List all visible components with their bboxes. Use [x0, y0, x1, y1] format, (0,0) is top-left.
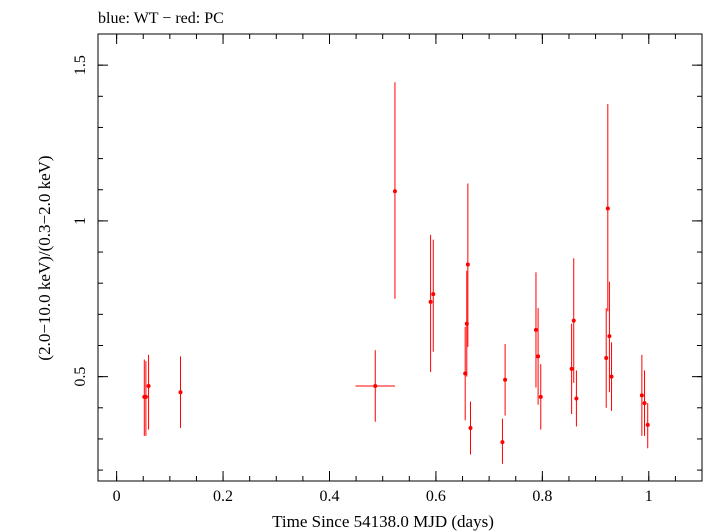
- data-point: [536, 308, 541, 405]
- point-marker: [569, 366, 574, 371]
- data-point: [392, 82, 397, 299]
- data-point: [503, 343, 508, 416]
- plot-frame: [97, 33, 703, 482]
- point-marker: [146, 383, 151, 388]
- data-point: [609, 342, 614, 411]
- point-marker: [178, 390, 183, 395]
- point-marker: [536, 354, 541, 359]
- x-tick-label: 0.8: [532, 488, 552, 505]
- data-point: [500, 418, 505, 464]
- point-marker: [607, 334, 612, 339]
- point-marker: [465, 262, 470, 267]
- point-marker: [538, 394, 543, 399]
- point-marker: [645, 422, 650, 427]
- data-point: [604, 308, 609, 408]
- x-tick-label: 0.4: [319, 488, 339, 505]
- data-point: [465, 183, 470, 348]
- y-tick-labels: 0.5 1 1.5: [72, 55, 89, 386]
- x-tick-label: 0.2: [213, 488, 233, 505]
- point-marker: [574, 396, 579, 401]
- data-point: [571, 258, 576, 383]
- point-marker: [392, 189, 397, 194]
- data-point: [428, 234, 433, 372]
- data-points: [142, 82, 650, 464]
- data-point: [605, 104, 610, 312]
- data-point: [143, 361, 148, 436]
- point-marker: [639, 393, 644, 398]
- point-marker: [428, 299, 433, 304]
- point-marker: [463, 371, 468, 376]
- x-tick-label: 0.6: [426, 488, 446, 505]
- data-point: [642, 370, 647, 436]
- y-axis-label: (2.0−10.0 keV)/(0.3−2.0 keV): [35, 155, 54, 360]
- x-axis-label: Time Since 54138.0 MJD (days): [272, 512, 494, 531]
- point-marker: [431, 292, 436, 297]
- data-point: [574, 370, 579, 427]
- data-point: [533, 272, 538, 388]
- point-marker: [609, 374, 614, 379]
- data-point: [645, 403, 650, 449]
- chart-title: blue: WT − red: PC: [98, 10, 224, 27]
- point-marker: [500, 440, 505, 445]
- data-point: [178, 356, 183, 429]
- point-marker: [468, 426, 473, 431]
- y-tick-label: 1: [72, 217, 89, 225]
- data-point: [607, 281, 612, 393]
- y-tick-label: 0.5: [72, 367, 89, 387]
- point-marker: [143, 394, 148, 399]
- x-tick-labels: 0 0.2 0.4 0.6 0.8 1: [113, 488, 653, 505]
- data-point: [538, 364, 543, 430]
- x-tick-label: 0: [113, 488, 121, 505]
- y-tick-label: 1.5: [72, 55, 89, 75]
- point-marker: [604, 355, 609, 360]
- point-marker: [503, 377, 508, 382]
- x-tick-label: 1: [645, 488, 653, 505]
- point-marker: [571, 318, 576, 323]
- point-marker: [533, 327, 538, 332]
- data-point: [431, 239, 436, 352]
- point-marker: [605, 206, 610, 211]
- data-point: [355, 350, 395, 422]
- data-point: [146, 354, 151, 430]
- data-point: [639, 354, 644, 436]
- data-point: [569, 323, 574, 415]
- point-marker: [373, 383, 378, 388]
- data-point: [463, 326, 468, 421]
- data-point: [468, 401, 473, 455]
- axis-ticks: [98, 33, 703, 481]
- point-marker: [642, 401, 647, 406]
